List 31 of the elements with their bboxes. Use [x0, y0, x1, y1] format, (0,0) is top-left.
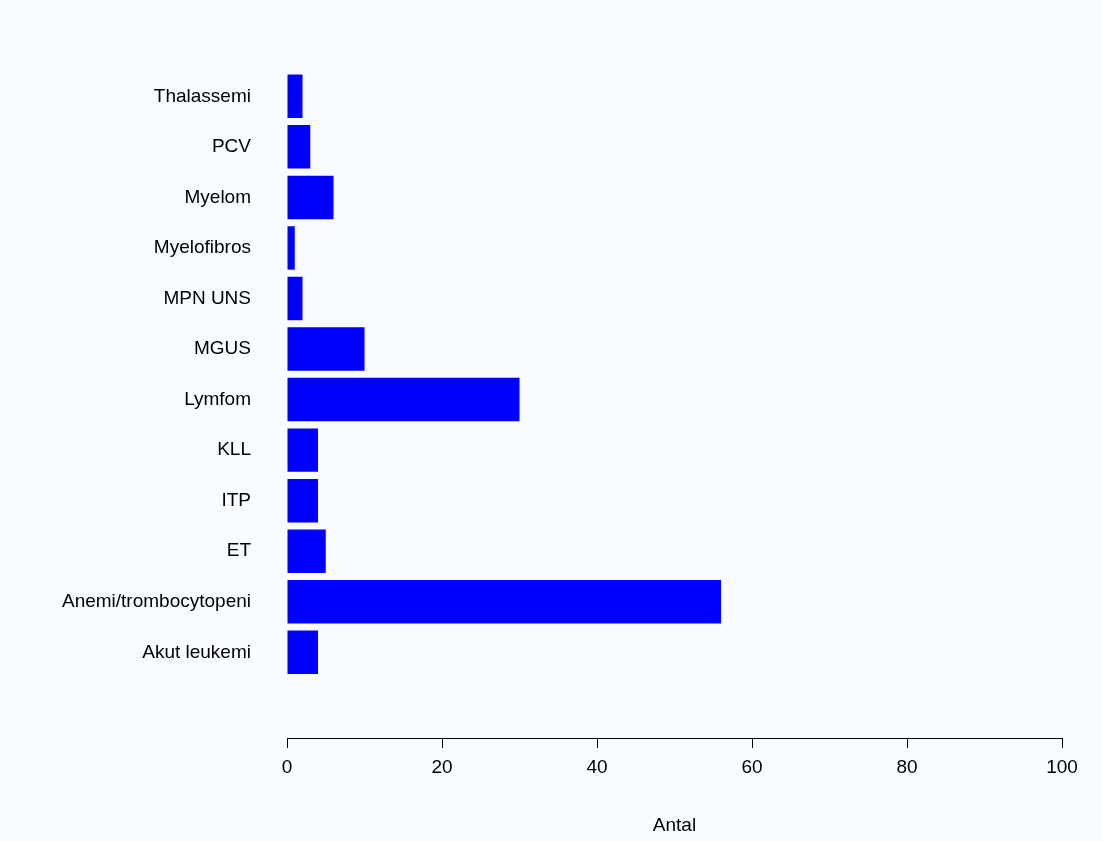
- bar: [287, 276, 303, 321]
- y-tick-label: ITP: [221, 488, 251, 510]
- x-tick-label: 100: [1046, 755, 1078, 777]
- bar: [287, 377, 520, 422]
- bar: [287, 478, 318, 523]
- x-tick-label: 0: [281, 755, 293, 777]
- x-tick-label: 20: [431, 755, 453, 777]
- x-tick-label: 80: [896, 755, 918, 777]
- y-tick-label: Myelofibros: [153, 236, 251, 258]
- bar: [287, 580, 721, 624]
- y-tick-label: Lymfom: [184, 387, 251, 409]
- y-tick-label: MPN UNS: [163, 286, 251, 308]
- x-tick-label: 60: [741, 755, 763, 777]
- bar: [287, 125, 311, 169]
- y-tick-label: PCV: [211, 135, 252, 157]
- y-tick-label: Thalassemi: [153, 84, 251, 106]
- x-axis-title: Antal: [652, 813, 697, 835]
- x-tick-label: 40: [586, 755, 608, 777]
- bar: [287, 226, 295, 270]
- bar: [287, 529, 326, 573]
- y-tick-label: ET: [226, 539, 252, 561]
- y-tick-label: Akut leukemi: [142, 640, 251, 662]
- y-tick-label: Myelom: [184, 185, 251, 207]
- bar: [287, 428, 318, 472]
- bar: [287, 175, 334, 220]
- bar: [287, 630, 318, 675]
- bar: [287, 327, 365, 371]
- bar: [287, 74, 303, 119]
- y-tick-label: KLL: [217, 438, 251, 460]
- y-tick-label: MGUS: [194, 337, 251, 359]
- y-tick-label: Anemi/trombocytopeni: [61, 589, 251, 611]
